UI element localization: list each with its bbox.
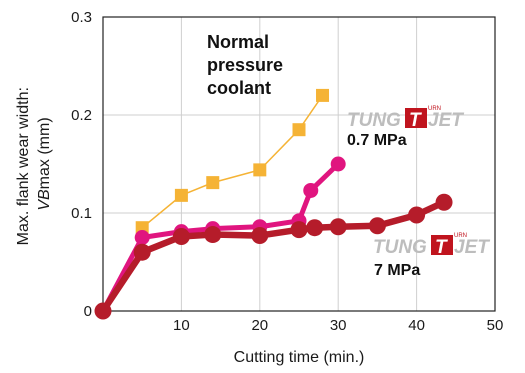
logo-t-letter: T bbox=[435, 237, 448, 258]
logo-tung-text: TUNG bbox=[347, 110, 401, 131]
data-point bbox=[206, 176, 220, 190]
data-point bbox=[316, 88, 330, 102]
y-axis-title-rest: max (mm) bbox=[36, 117, 53, 189]
x-tick-label: 40 bbox=[408, 317, 425, 334]
data-point bbox=[330, 156, 346, 172]
data-point bbox=[408, 206, 426, 224]
data-point bbox=[134, 230, 150, 245]
tick-labels: 10 20 30 40 50 0 0.1 0.2 0.3 bbox=[71, 9, 503, 334]
data-point bbox=[306, 219, 324, 237]
y-axis-title-line1: Max. flank wear width: bbox=[15, 87, 32, 245]
series-1 bbox=[135, 88, 330, 235]
data-point bbox=[174, 188, 188, 202]
y-axis-title: Max. flank wear width: VBmax (mm) bbox=[15, 83, 53, 246]
annotation-normal-line2: pressure bbox=[207, 55, 283, 75]
data-point bbox=[251, 227, 269, 245]
data-point bbox=[303, 182, 319, 198]
series-layer bbox=[94, 88, 453, 320]
series-3 bbox=[94, 193, 453, 320]
annotation-normal-line1: Normal bbox=[207, 32, 269, 52]
annotation-7mpa: 7 MPa bbox=[374, 262, 420, 279]
y-tick-label: 0.2 bbox=[71, 107, 92, 124]
x-tick-label: 10 bbox=[173, 317, 190, 334]
data-point bbox=[172, 228, 190, 246]
plot-frame bbox=[102, 16, 496, 312]
logo-t-letter: T bbox=[409, 110, 422, 131]
data-point bbox=[435, 193, 453, 211]
x-tick-label: 50 bbox=[487, 317, 504, 334]
data-point bbox=[368, 217, 386, 235]
logo-tung-text: TUNG bbox=[373, 237, 427, 258]
logo-t-box bbox=[405, 108, 427, 128]
annotation-normal-line3: coolant bbox=[207, 78, 271, 98]
data-point bbox=[133, 243, 151, 261]
data-point bbox=[329, 218, 347, 236]
logo-t-box bbox=[431, 235, 453, 255]
y-axis-title-italic: VB bbox=[36, 189, 53, 211]
data-point bbox=[292, 123, 306, 137]
logo-urn-text: URN bbox=[454, 233, 467, 239]
data-point bbox=[253, 163, 267, 177]
y-axis-title-line2: VBmax (mm) bbox=[36, 117, 53, 210]
x-tick-label: 20 bbox=[251, 317, 268, 334]
annotation-07mpa: 0.7 MPa bbox=[347, 132, 407, 149]
data-point bbox=[204, 226, 222, 244]
y-tick-label: 0.1 bbox=[71, 205, 92, 222]
y-tick-label: 0 bbox=[84, 303, 92, 320]
data-point bbox=[290, 221, 308, 239]
y-tick-label: 0.3 bbox=[71, 9, 92, 26]
logo-urn-text: URN bbox=[428, 106, 441, 112]
logo-jet-text: JET bbox=[428, 110, 464, 131]
tungtjet-logo-2: TUNG T URN JET bbox=[373, 233, 490, 258]
data-point bbox=[94, 302, 112, 320]
x-tick-label: 30 bbox=[330, 317, 347, 334]
tungtjet-logo-1: TUNG T URN JET bbox=[347, 106, 464, 131]
x-axis-title: Cutting time (min.) bbox=[234, 349, 365, 366]
logo-jet-text: JET bbox=[454, 237, 490, 258]
